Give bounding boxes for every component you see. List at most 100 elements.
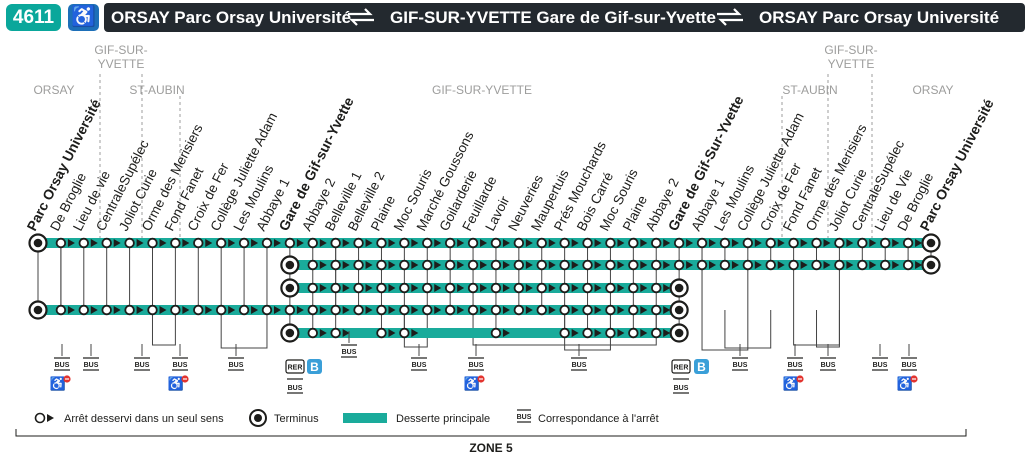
stop-marker <box>284 304 296 316</box>
direction-arrow-icon <box>388 306 396 314</box>
direction-arrow-icon <box>434 261 442 269</box>
stop-marker <box>238 304 250 316</box>
direction-arrow-icon <box>502 329 510 337</box>
stop-marker <box>238 237 250 249</box>
direction-arrow-icon <box>388 329 396 337</box>
stop-marker <box>880 237 891 249</box>
direction-arrow-icon <box>754 239 762 247</box>
direction-arrow-icon <box>159 239 167 247</box>
direction-arrow-icon <box>731 261 739 269</box>
direction-arrow-icon <box>663 306 671 314</box>
stop-marker <box>513 237 525 249</box>
terminus-dot <box>285 283 295 293</box>
stop-marker <box>742 237 754 249</box>
bus-label: BUS <box>412 362 427 369</box>
stop-marker <box>78 237 89 249</box>
stop-marker <box>651 304 662 316</box>
region-label-gif-right-line2: YVETTE <box>828 57 875 71</box>
route-title-bar: ORSAY Parc Orsay Université GIF-SUR-YVET… <box>104 3 1025 32</box>
terminus-dot <box>926 238 936 248</box>
direction-arrow-icon <box>182 306 190 314</box>
direction-arrow-icon <box>640 306 648 314</box>
direction-arrow-icon <box>548 284 556 292</box>
stop-marker <box>902 237 914 249</box>
direction-arrow-icon <box>594 306 602 314</box>
stop-marker <box>124 304 135 316</box>
stop-marker <box>376 327 387 339</box>
direction-arrow-icon <box>502 261 510 269</box>
direction-arrow-icon <box>571 306 579 314</box>
stop-marker <box>376 237 387 249</box>
direction-arrow-icon <box>228 306 236 314</box>
stop-marker <box>193 304 204 316</box>
bus-label: BUS <box>572 362 587 369</box>
bus-label: BUS <box>55 362 70 369</box>
direction-arrow-icon <box>434 306 442 314</box>
stop-marker <box>330 259 341 271</box>
stop-marker <box>307 304 318 316</box>
svg-text:♿: ♿ <box>464 376 480 391</box>
stop-marker <box>307 327 318 339</box>
stop-marker <box>376 259 387 271</box>
direction-arrow-icon <box>502 239 510 247</box>
legend-terminus: Terminus <box>274 413 319 425</box>
wheelchair-icon: ♿ <box>464 375 485 391</box>
stop-marker <box>605 304 616 316</box>
stop-marker <box>559 259 570 271</box>
bus-label: BUS <box>288 385 303 392</box>
direction-arrow-icon <box>342 239 350 247</box>
rer-label: RER <box>288 365 303 372</box>
stop-marker <box>513 282 525 294</box>
stop-marker <box>330 327 341 339</box>
bus-label: BUS <box>821 362 836 369</box>
direction-arrow-icon <box>319 329 327 337</box>
swap-arrows-icon <box>348 8 374 26</box>
stop-marker <box>880 259 891 271</box>
direction-arrow-icon <box>411 261 419 269</box>
direction-arrow-icon <box>388 261 396 269</box>
stop-marker <box>605 282 616 294</box>
legend: Arrêt desservi dans un seul sens Terminu… <box>34 409 659 427</box>
stop-marker <box>628 282 639 294</box>
direction-arrow-icon <box>709 239 717 247</box>
direction-arrow-icon <box>434 239 442 247</box>
stop-marker <box>857 237 868 249</box>
stop-marker <box>628 327 639 339</box>
stop-marker <box>422 237 433 249</box>
direction-arrow-icon <box>892 239 900 247</box>
bus-label: BUS <box>788 362 803 369</box>
stop-marker <box>811 259 822 271</box>
stop-marker <box>399 304 410 316</box>
direction-arrow-icon <box>365 239 373 247</box>
stop-marker <box>628 304 639 316</box>
direction-arrow-icon <box>823 239 831 247</box>
stop-marker <box>467 237 479 249</box>
direction-arrow-icon <box>846 239 854 247</box>
stop-marker <box>330 304 341 316</box>
direction-arrow-icon <box>480 261 488 269</box>
direction-arrow-icon <box>640 329 648 337</box>
direction-arrow-icon <box>365 306 373 314</box>
region-label-orsay-left: ORSAY <box>33 83 74 97</box>
stop-marker <box>536 282 547 294</box>
direction-arrow-icon <box>411 284 419 292</box>
stop-marker <box>559 282 570 294</box>
stop-marker <box>559 327 570 339</box>
direction-arrow-icon <box>525 261 533 269</box>
stop-group-connector <box>701 265 749 351</box>
stop-marker <box>376 304 387 316</box>
wheelchair-icon: ♿ <box>50 375 71 391</box>
stop-marker <box>582 304 593 316</box>
stop-markers <box>28 233 941 343</box>
direction-arrow-icon <box>434 284 442 292</box>
direction-arrow-icon <box>502 284 510 292</box>
region-label-gif-left-line2: YVETTE <box>98 57 145 71</box>
stop-marker <box>788 259 799 271</box>
stop-marker <box>307 237 318 249</box>
direction-arrow-icon <box>480 284 488 292</box>
stop-marker <box>651 282 662 294</box>
direction-arrow-icon <box>365 284 373 292</box>
terminus-dot <box>285 260 295 270</box>
direction-arrow-icon <box>136 239 144 247</box>
legend-bus-icon: BUS <box>517 414 532 421</box>
